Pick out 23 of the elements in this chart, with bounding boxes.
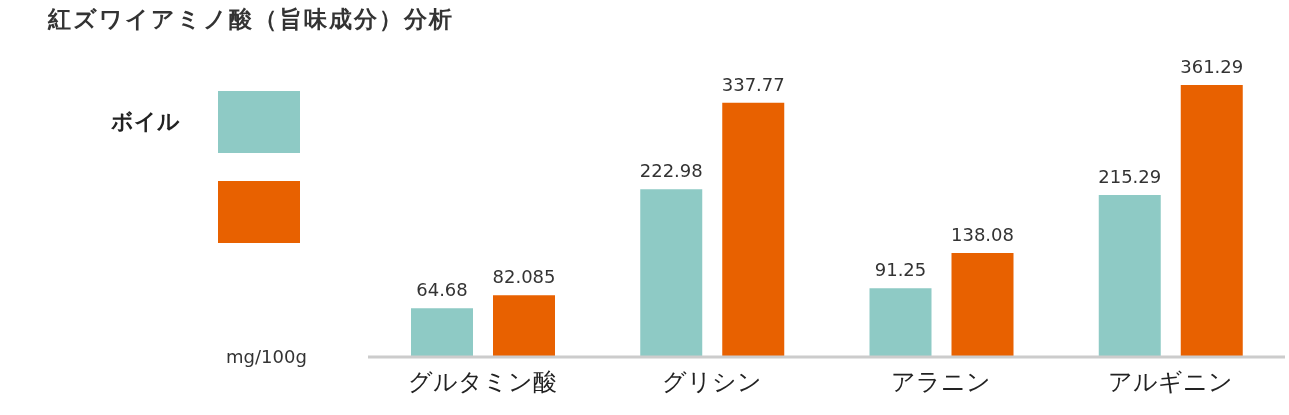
data-label: 215.29 bbox=[1098, 165, 1162, 187]
x-tick-label: アラニン bbox=[891, 368, 992, 397]
bar bbox=[951, 253, 1014, 357]
text: ボイル bbox=[110, 108, 180, 136]
bar bbox=[869, 288, 932, 357]
x-tick-label: グリシン bbox=[661, 368, 762, 397]
bar bbox=[722, 102, 785, 357]
data-label: 91.25 bbox=[874, 259, 927, 281]
data-label: 361.29 bbox=[1180, 56, 1244, 77]
chart-title: 紅ズワイアミノ酸（旨味成分）分析 bbox=[48, 5, 454, 34]
data-label: 337.77 bbox=[721, 73, 785, 95]
data-label: 82.085 bbox=[492, 266, 556, 288]
text: mg/100g bbox=[226, 346, 307, 367]
bar bbox=[1180, 85, 1243, 357]
data-label: 64.68 bbox=[416, 279, 468, 301]
x-tick-label: グルタミン酸 bbox=[408, 368, 558, 397]
bar bbox=[1098, 194, 1161, 357]
bar bbox=[493, 295, 555, 357]
data-label: 222.98 bbox=[639, 160, 703, 182]
bar bbox=[640, 189, 703, 357]
x-tick-label: アルギニン bbox=[1107, 368, 1233, 397]
bar bbox=[411, 308, 473, 357]
data-label: 138.08 bbox=[951, 224, 1014, 246]
